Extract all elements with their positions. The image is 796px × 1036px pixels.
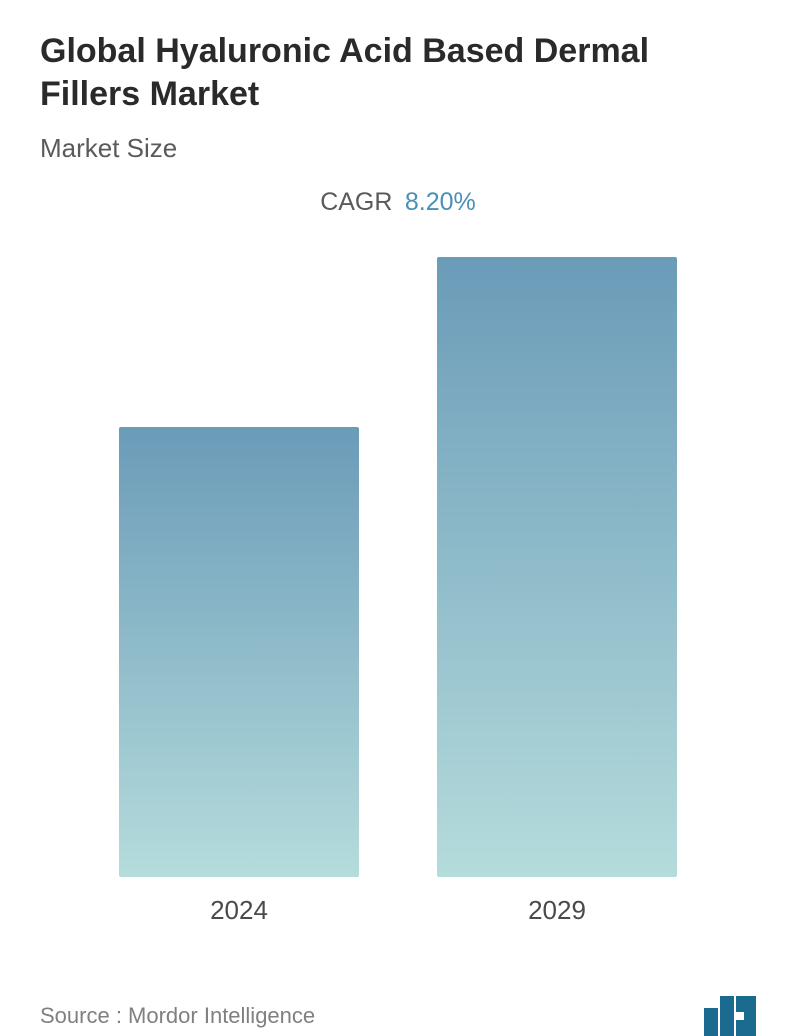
bar <box>437 257 677 877</box>
footer: Source : Mordor Intelligence <box>40 986 756 1036</box>
infographic-container: Global Hyaluronic Acid Based Dermal Fill… <box>0 0 796 1034</box>
cagr-label: CAGR <box>320 188 392 216</box>
bar <box>119 427 359 877</box>
bar-label: 2029 <box>528 895 586 926</box>
bar-group: 2029 <box>437 257 677 926</box>
source-text: Source : Mordor Intelligence <box>40 1003 315 1029</box>
cagr-value: 8.20% <box>405 188 476 216</box>
cagr-row: CAGR 8.20% <box>40 188 756 217</box>
mordor-logo <box>704 996 756 1036</box>
bar-chart: 2024 2029 <box>40 257 756 986</box>
logo-bar <box>704 1008 718 1036</box>
logo-bar <box>736 996 756 1036</box>
page-title: Global Hyaluronic Acid Based Dermal Fill… <box>40 30 756 115</box>
bar-label: 2024 <box>210 895 268 926</box>
subtitle: Market Size <box>40 133 756 164</box>
bar-group: 2024 <box>119 427 359 926</box>
logo-bar <box>720 996 734 1036</box>
